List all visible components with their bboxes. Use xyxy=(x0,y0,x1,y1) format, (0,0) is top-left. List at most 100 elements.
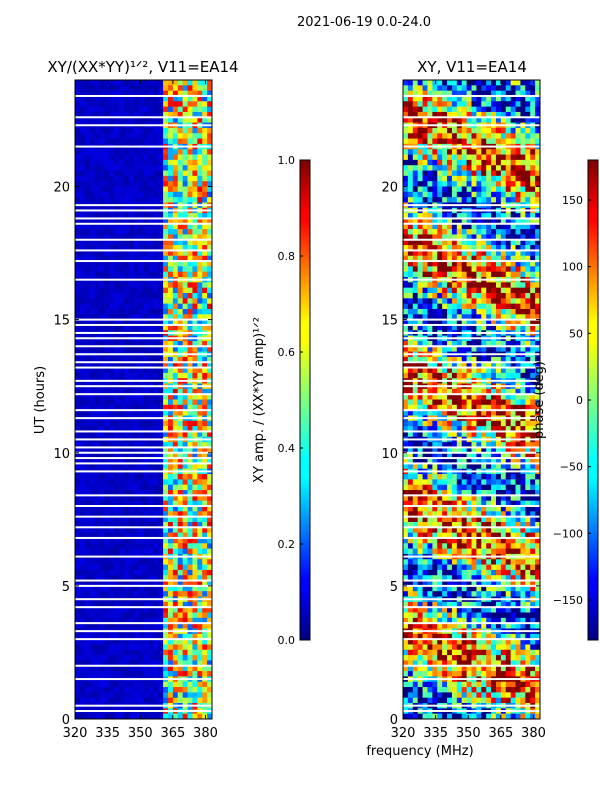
heatmap-cell xyxy=(535,165,541,171)
heatmap-cell xyxy=(163,394,169,400)
heatmap-cell xyxy=(456,250,463,257)
heatmap-cell xyxy=(207,362,213,368)
heatmap-cell xyxy=(447,197,453,203)
heatmap-cell xyxy=(123,511,130,518)
heatmap-cell xyxy=(153,303,159,310)
heatmap-cell xyxy=(84,287,91,294)
heatmap-cell xyxy=(104,713,110,720)
heatmap-cell xyxy=(79,117,86,124)
heatmap-cell xyxy=(481,106,487,113)
heatmap-cell xyxy=(163,191,169,198)
left-panel-title: XY/(XX*YY)¹ᐟ², V11=EA14 xyxy=(47,58,238,76)
heatmap-cell xyxy=(79,521,86,528)
heatmap-cell xyxy=(172,458,179,464)
heatmap-cell xyxy=(182,367,188,374)
heatmap-cell xyxy=(495,154,502,161)
heatmap-cell xyxy=(167,293,174,299)
heatmap-cell xyxy=(437,106,443,113)
heatmap-cell xyxy=(432,149,438,155)
heatmap-cell xyxy=(89,101,95,108)
heatmap-cell xyxy=(427,138,433,145)
heatmap-cell xyxy=(412,314,419,321)
heatmap-cell xyxy=(530,106,536,113)
heatmap-cell xyxy=(119,532,125,539)
heatmap-cell xyxy=(148,271,154,278)
heatmap-cell xyxy=(148,410,154,416)
heatmap-cell xyxy=(109,388,115,395)
heatmap-cell xyxy=(167,442,174,448)
heatmap-cell xyxy=(515,303,521,310)
heatmap-cell xyxy=(177,266,184,273)
heatmap-cell xyxy=(158,239,164,246)
heatmap-cell xyxy=(427,287,433,294)
heatmap-cell xyxy=(79,495,86,502)
heatmap-cell xyxy=(133,117,139,124)
heatmap-cell xyxy=(197,548,203,555)
heatmap-cell xyxy=(510,261,516,267)
heatmap-cell xyxy=(466,298,472,305)
heatmap-cell xyxy=(119,117,125,124)
heatmap-cell xyxy=(412,223,419,230)
heatmap-cell xyxy=(89,287,95,294)
heatmap-cell xyxy=(158,410,164,416)
heatmap-cell xyxy=(202,239,208,246)
heatmap-cell xyxy=(505,181,512,187)
heatmap-cell xyxy=(486,213,492,219)
heatmap-cell xyxy=(99,234,105,241)
heatmap-cell xyxy=(94,314,100,321)
heatmap-cell xyxy=(99,106,105,113)
heatmap-cell xyxy=(417,218,423,225)
heatmap-cell xyxy=(99,111,105,118)
heatmap-cell xyxy=(182,617,188,624)
heatmap-cell xyxy=(89,569,95,576)
heatmap-cell xyxy=(182,218,188,225)
heatmap-cell xyxy=(143,239,149,246)
heatmap-cell xyxy=(515,282,521,289)
heatmap-cell xyxy=(202,527,208,534)
heatmap-cell xyxy=(99,314,105,321)
heatmap-cell xyxy=(167,506,174,512)
heatmap-cell xyxy=(153,569,159,576)
flagged-row xyxy=(75,345,212,348)
heatmap-cell xyxy=(119,170,125,177)
heatmap-cell xyxy=(177,314,184,321)
heatmap-cell xyxy=(94,527,100,534)
heatmap-cell xyxy=(119,601,125,608)
heatmap-cell xyxy=(515,165,521,171)
heatmap-cell xyxy=(515,346,521,352)
heatmap-cell xyxy=(456,367,463,374)
heatmap-cell xyxy=(505,111,512,118)
heatmap-cell xyxy=(128,95,135,102)
heatmap-cell xyxy=(79,591,86,597)
heatmap-cell xyxy=(187,314,193,321)
heatmap-cell xyxy=(207,181,213,187)
heatmap-cell xyxy=(437,165,443,171)
heatmap-cell xyxy=(461,324,467,331)
heatmap-cell xyxy=(99,399,105,406)
heatmap-cell xyxy=(104,245,110,251)
heatmap-cell xyxy=(471,293,477,299)
heatmap-cell xyxy=(84,154,91,161)
heatmap-cell xyxy=(167,346,174,352)
heatmap-cell xyxy=(182,223,188,230)
heatmap-cell xyxy=(466,340,472,347)
heatmap-cell xyxy=(182,500,188,507)
heatmap-cell xyxy=(461,308,467,315)
heatmap-cell xyxy=(456,175,463,182)
heatmap-cell xyxy=(158,218,164,225)
heatmap-cell xyxy=(99,298,105,305)
heatmap-cell xyxy=(94,479,100,486)
heatmap-cell xyxy=(192,458,198,464)
heatmap-cell xyxy=(119,106,125,113)
heatmap-cell xyxy=(104,303,110,310)
heatmap-cell xyxy=(75,101,81,108)
heatmap-cell xyxy=(491,346,497,352)
heatmap-cell xyxy=(104,388,110,395)
heatmap-cell xyxy=(192,388,198,395)
heatmap-cell xyxy=(128,239,135,246)
heatmap-cell xyxy=(153,245,159,251)
heatmap-cell xyxy=(407,255,414,262)
heatmap-cell xyxy=(138,639,144,645)
heatmap-cell xyxy=(128,612,135,619)
heatmap-cell xyxy=(123,447,130,454)
